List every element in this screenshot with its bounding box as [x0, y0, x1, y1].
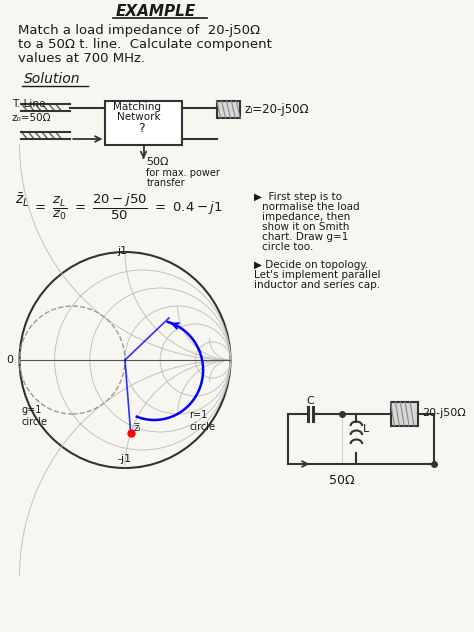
FancyBboxPatch shape [391, 402, 418, 426]
Text: ▶ Decide on topology.: ▶ Decide on topology. [254, 260, 368, 270]
Text: ?: ? [137, 122, 144, 135]
Text: j1: j1 [117, 246, 128, 256]
Text: EXAMPLE: EXAMPLE [115, 4, 195, 19]
Text: inductor and series cap.: inductor and series cap. [254, 280, 380, 290]
Text: impedance, then: impedance, then [262, 212, 350, 222]
Text: values at 700 MHz.: values at 700 MHz. [18, 52, 145, 65]
Text: ▶  First step is to: ▶ First step is to [254, 192, 342, 202]
Text: g=1
circle: g=1 circle [21, 405, 47, 427]
Text: $\bar{z}_L$: $\bar{z}_L$ [15, 192, 29, 209]
Text: Matching: Matching [113, 102, 161, 112]
Text: for max. power: for max. power [146, 168, 220, 178]
FancyBboxPatch shape [105, 101, 182, 145]
Text: normalise the load: normalise the load [262, 202, 359, 212]
Text: -j1: -j1 [117, 454, 131, 464]
Text: r=1
circle: r=1 circle [190, 410, 215, 432]
Text: 50Ω: 50Ω [146, 157, 169, 167]
Text: Solution: Solution [24, 72, 81, 86]
FancyBboxPatch shape [217, 101, 240, 118]
Text: 50Ω: 50Ω [329, 474, 355, 487]
Text: circle too.: circle too. [262, 242, 313, 252]
Text: Network: Network [117, 112, 161, 122]
Text: T. Line: T. Line [12, 99, 45, 109]
Text: transfer: transfer [146, 178, 185, 188]
Text: show it on Smith: show it on Smith [262, 222, 349, 232]
Text: chart. Draw g=1: chart. Draw g=1 [262, 232, 348, 242]
Text: zₗ=20-j50Ω: zₗ=20-j50Ω [244, 103, 309, 116]
Text: z₀=50Ω: z₀=50Ω [12, 113, 51, 123]
Text: 0: 0 [6, 355, 13, 365]
Text: Match a load impedance of  20-j50Ω: Match a load impedance of 20-j50Ω [18, 24, 260, 37]
Text: to a 50Ω t. line.  Calculate component: to a 50Ω t. line. Calculate component [18, 38, 272, 51]
Text: 20-j50Ω: 20-j50Ω [422, 408, 465, 418]
Text: $=\ \dfrac{z_L}{z_0}\ =\ \dfrac{20-j50}{50}\ =\ 0.4-j1$: $=\ \dfrac{z_L}{z_0}\ =\ \dfrac{20-j50}{… [32, 192, 223, 222]
Text: Let's implement parallel: Let's implement parallel [254, 270, 380, 280]
Text: z̅ₗ: z̅ₗ [134, 423, 141, 433]
Text: L: L [363, 424, 369, 434]
Text: C: C [307, 396, 314, 406]
